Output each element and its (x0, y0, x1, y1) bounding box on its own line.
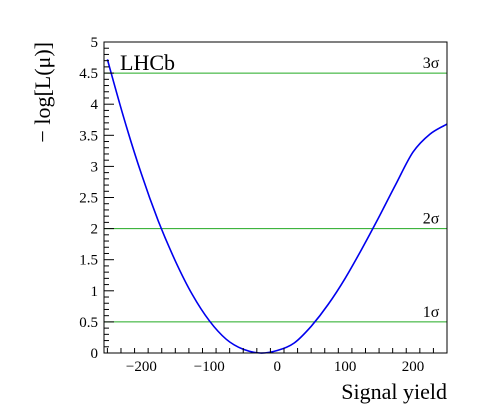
x-tick-label: 0 (273, 359, 281, 375)
x-tick-label: −200 (126, 359, 157, 375)
y-tick-label: 4.5 (79, 66, 98, 82)
y-tick-label: 2.5 (79, 191, 98, 207)
reference-labels: 1σ 2σ 3σ (423, 55, 440, 321)
reference-lines (104, 72, 447, 323)
x-axis-ticks: −200 −100 0 100 200 (106, 348, 448, 375)
reference-label-2: 2σ (423, 211, 440, 228)
x-tick-label: 200 (402, 359, 425, 375)
reference-label-3: 3σ (423, 55, 440, 72)
reference-label-1: 1σ (423, 304, 440, 321)
y-tick-label: 4 (91, 97, 99, 113)
likelihood-curve (106, 59, 448, 354)
y-tick-label: 3.5 (79, 128, 98, 144)
y-tick-label: 0 (91, 346, 99, 362)
x-tick-label: −100 (194, 359, 225, 375)
y-tick-label: 2 (91, 222, 99, 238)
y-tick-label: 1 (91, 284, 99, 300)
experiment-label: LHCb (120, 50, 175, 75)
y-axis-ticks: 0 0.5 1 1.5 2 2.5 3 3.5 4 4.5 5 (79, 35, 114, 362)
x-axis-title: Signal yield (341, 379, 447, 404)
y-tick-label: 1.5 (79, 253, 98, 269)
x-tick-label: 100 (334, 359, 357, 375)
y-tick-label: 3 (91, 159, 99, 175)
y-axis-title: − log[L(μ)] (30, 42, 55, 143)
y-tick-label: 5 (91, 35, 99, 51)
plot-frame (103, 41, 448, 354)
y-tick-label: 0.5 (79, 315, 98, 331)
